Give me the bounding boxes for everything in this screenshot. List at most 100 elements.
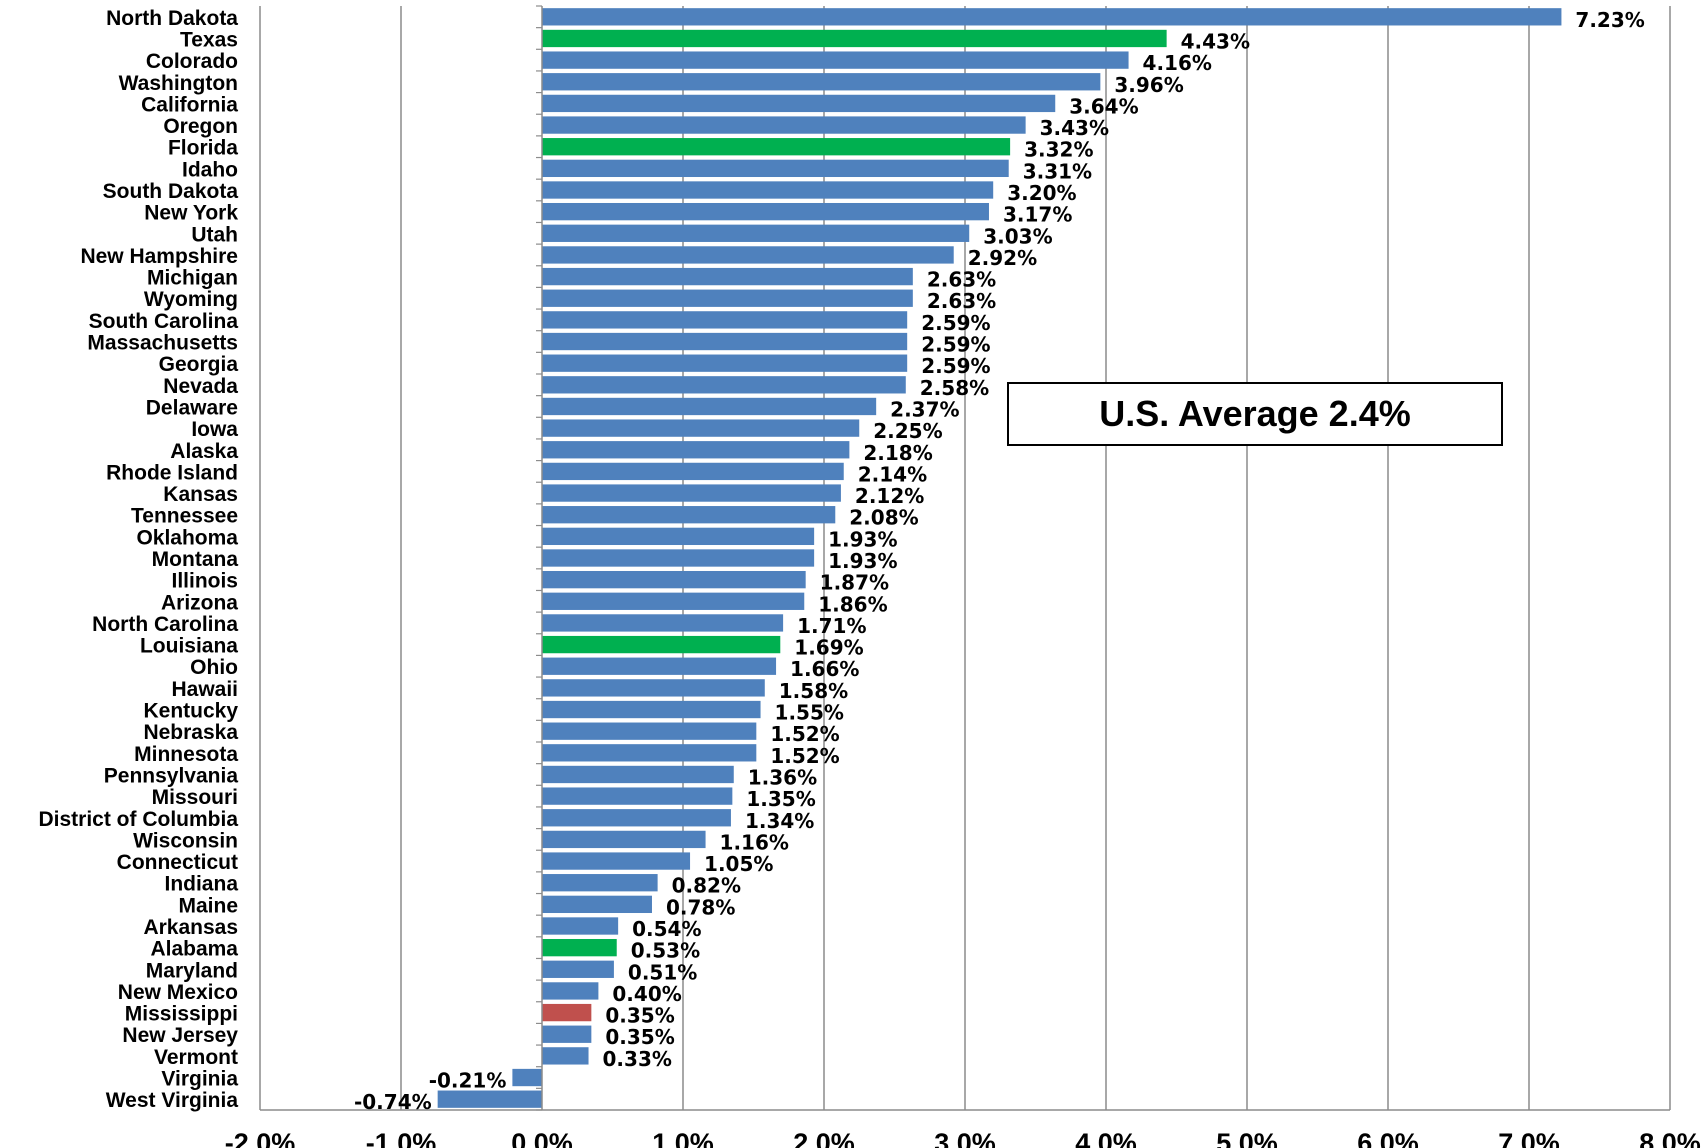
bar bbox=[542, 484, 841, 502]
category-label: Vermont bbox=[154, 1046, 238, 1069]
bar bbox=[542, 852, 691, 870]
category-label: Tennessee bbox=[131, 505, 238, 528]
category-label: Ohio bbox=[190, 656, 238, 679]
category-label: Texas bbox=[180, 28, 238, 51]
bar bbox=[542, 722, 757, 740]
bar bbox=[542, 1047, 589, 1065]
value-label: 0.40% bbox=[612, 982, 681, 1006]
value-label: 3.43% bbox=[1040, 116, 1109, 140]
x-tick-label: 2.0% bbox=[793, 1128, 855, 1148]
value-label: 2.18% bbox=[863, 441, 932, 465]
category-label: Arkansas bbox=[143, 916, 238, 939]
value-label: 3.96% bbox=[1114, 73, 1183, 97]
bar bbox=[542, 830, 706, 849]
value-label: 1.36% bbox=[748, 765, 817, 789]
value-label: 0.51% bbox=[628, 960, 697, 984]
category-label: Oklahoma bbox=[136, 526, 238, 549]
category-label: Kansas bbox=[163, 483, 238, 506]
bar bbox=[542, 938, 617, 957]
value-label: 1.69% bbox=[794, 636, 863, 660]
x-tick-label: 5.0% bbox=[1216, 1128, 1278, 1148]
x-tick-label: 0.0% bbox=[511, 1128, 573, 1148]
value-label: 2.92% bbox=[968, 246, 1037, 270]
category-label: Wisconsin bbox=[133, 829, 238, 852]
category-label: District of Columbia bbox=[38, 808, 238, 831]
category-label: Alabama bbox=[150, 938, 238, 961]
category-label: Kentucky bbox=[143, 700, 238, 723]
category-label: Wyoming bbox=[144, 288, 238, 311]
value-label: 1.52% bbox=[770, 744, 839, 768]
value-label: 1.93% bbox=[828, 549, 897, 573]
bar bbox=[542, 635, 781, 654]
category-label: New Jersey bbox=[122, 1024, 238, 1047]
category-label: North Dakota bbox=[106, 7, 238, 30]
category-label: Connecticut bbox=[117, 851, 238, 874]
value-label: 2.59% bbox=[921, 354, 990, 378]
x-tick-label: 3.0% bbox=[934, 1128, 996, 1148]
bar bbox=[542, 73, 1101, 91]
bar bbox=[542, 874, 658, 892]
category-label: Nebraska bbox=[143, 721, 238, 744]
category-label: Iowa bbox=[191, 418, 238, 441]
value-label: 1.86% bbox=[818, 592, 887, 616]
value-label: 0.35% bbox=[605, 1025, 674, 1049]
value-label: 0.35% bbox=[605, 1004, 674, 1028]
category-labels: North DakotaTexasColoradoWashingtonCalif… bbox=[38, 7, 238, 1112]
bar bbox=[542, 614, 784, 632]
value-label: 2.63% bbox=[927, 289, 996, 313]
bar bbox=[542, 787, 733, 805]
bar bbox=[542, 679, 765, 697]
value-label: 1.87% bbox=[820, 571, 889, 595]
bar bbox=[542, 8, 1562, 26]
bar bbox=[512, 1068, 542, 1087]
value-label: -0.74% bbox=[354, 1090, 432, 1114]
category-label: Georgia bbox=[159, 353, 239, 376]
bar bbox=[542, 289, 913, 307]
bar bbox=[542, 809, 731, 827]
bar bbox=[542, 527, 815, 546]
category-label: Michigan bbox=[147, 267, 238, 290]
bar bbox=[542, 657, 777, 675]
bar bbox=[542, 462, 844, 481]
value-label: 1.55% bbox=[775, 701, 844, 725]
x-tick-label: 1.0% bbox=[652, 1128, 714, 1148]
value-label: 1.35% bbox=[746, 787, 815, 811]
bar bbox=[542, 506, 836, 524]
bar bbox=[542, 765, 734, 784]
bar bbox=[542, 960, 614, 978]
value-label: 3.64% bbox=[1069, 94, 1138, 118]
value-label: 2.12% bbox=[855, 484, 924, 508]
value-label: 2.59% bbox=[921, 333, 990, 357]
bar bbox=[542, 29, 1167, 48]
category-label: Maine bbox=[178, 894, 238, 917]
value-label: 0.54% bbox=[632, 917, 701, 941]
category-label: Mississippi bbox=[125, 1003, 238, 1026]
value-label: 4.16% bbox=[1143, 51, 1212, 75]
bar bbox=[542, 51, 1129, 69]
bar bbox=[542, 311, 908, 329]
bar bbox=[542, 159, 1009, 178]
category-label: Minnesota bbox=[134, 743, 238, 766]
category-label: New Hampshire bbox=[80, 245, 238, 268]
x-tick-label: -2.0% bbox=[225, 1128, 296, 1148]
value-label: 0.78% bbox=[666, 895, 735, 919]
category-label: New Mexico bbox=[118, 981, 238, 1004]
bar bbox=[542, 895, 652, 914]
category-label: Arizona bbox=[161, 591, 238, 614]
value-label: 3.20% bbox=[1007, 181, 1076, 205]
bar bbox=[437, 1090, 542, 1108]
category-label: Oregon bbox=[163, 115, 238, 138]
category-label: Virginia bbox=[161, 1068, 238, 1091]
bar bbox=[542, 267, 913, 286]
category-label: New York bbox=[144, 202, 238, 225]
bar bbox=[542, 94, 1056, 113]
value-label: 0.82% bbox=[672, 874, 741, 898]
value-label: 2.59% bbox=[921, 311, 990, 335]
value-label: 1.34% bbox=[745, 809, 814, 833]
value-label: 1.71% bbox=[797, 614, 866, 638]
category-label: Rhode Island bbox=[106, 461, 238, 484]
bar bbox=[542, 570, 806, 589]
value-label: 3.17% bbox=[1003, 203, 1072, 227]
category-label: Massachusetts bbox=[87, 332, 238, 355]
